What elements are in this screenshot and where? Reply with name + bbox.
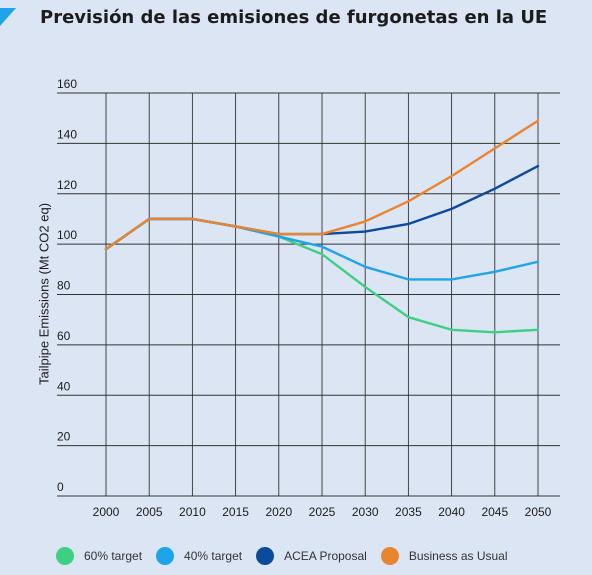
y-tick-label: 60: [57, 329, 71, 343]
legend: 60% target 40% target ACEA Proposal Busines…: [56, 545, 522, 567]
chart-title: Previsión de las emisiones de furgonetas…: [40, 7, 548, 28]
series-line: [104, 119, 540, 251]
x-tick-label: 2005: [136, 505, 163, 519]
x-tick-label: 2010: [179, 505, 206, 519]
y-tick-label: 80: [57, 279, 71, 293]
x-tick-label: 2045: [481, 505, 508, 519]
x-tick-label: 2035: [395, 505, 422, 519]
legend-label: ACEA Proposal: [284, 549, 367, 563]
x-tick-label: 2025: [309, 505, 336, 519]
legend-swatch: [380, 547, 399, 565]
legend-item: 40% target: [156, 547, 242, 565]
legend-item: Business as Usual: [380, 547, 508, 565]
legend-label: 60% target: [84, 549, 143, 563]
y-tick-label: 100: [57, 228, 77, 242]
x-tick-label: 2000: [93, 505, 120, 519]
y-tick-label: 20: [57, 430, 71, 444]
y-axis-label: Tailpipe Emissions (Mt CO2 eq): [36, 202, 52, 386]
x-tick-label: 2050: [525, 505, 552, 519]
legend-item: ACEA Proposal: [256, 547, 367, 565]
y-tick-label: 120: [57, 178, 77, 192]
legend-item: 60% target: [56, 547, 142, 565]
x-tick-label: 2020: [265, 505, 292, 519]
legend-swatch: [156, 547, 175, 565]
legend-swatch: [56, 547, 74, 565]
x-tick-label: 2040: [438, 505, 465, 519]
legend-swatch: [256, 547, 275, 565]
x-tick-label: 2030: [352, 505, 379, 519]
legend-label: Business as Usual: [408, 549, 508, 563]
y-tick-label: 160: [57, 77, 77, 91]
y-tick-label: 0: [57, 480, 64, 494]
x-tick-label: 2015: [222, 505, 249, 519]
legend-label: 40% target: [184, 549, 243, 563]
accent-triangle-icon: [0, 8, 16, 26]
y-tick-label: 140: [57, 127, 77, 141]
y-tick-label: 40: [57, 379, 71, 393]
